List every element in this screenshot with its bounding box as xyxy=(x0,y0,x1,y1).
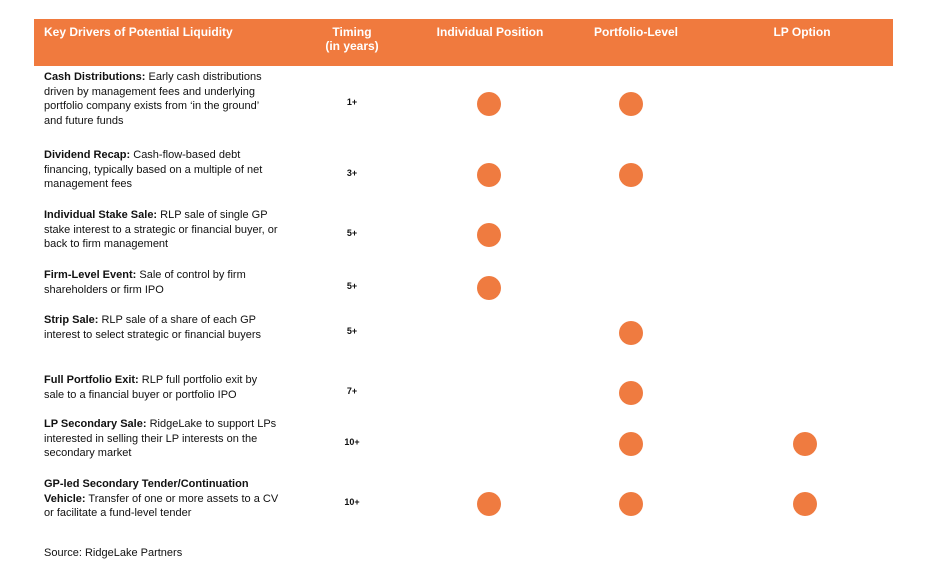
individual-indicator-dot xyxy=(477,162,501,187)
row-title: Firm-Level Event: xyxy=(44,269,137,281)
header-lp: LP Option xyxy=(773,25,831,39)
row-title: Strip Sale: xyxy=(44,314,99,326)
row-description: Individual Stake Sale: RLP sale of singl… xyxy=(44,208,279,252)
row-timing: 3+ xyxy=(346,167,358,178)
individual-indicator-dot xyxy=(477,222,501,247)
header-portfolio: Portfolio-Level xyxy=(593,25,679,39)
header-drivers: Key Drivers of Potential Liquidity xyxy=(44,25,233,39)
row-timing: 5+ xyxy=(346,227,358,238)
row-timing: 10+ xyxy=(344,496,360,507)
portfolio-indicator-dot xyxy=(619,92,643,116)
lp-indicator-dot xyxy=(793,491,817,516)
row-description: GP-led Secondary Tender/Continuation Veh… xyxy=(44,477,279,521)
row-description: Cash Distributions: Early cash distribut… xyxy=(44,70,279,128)
row-description: Full Portfolio Exit: RLP full portfolio … xyxy=(44,373,279,402)
row-text: Sale of control by firm shareholders or … xyxy=(44,269,246,296)
header-timing-line2: (in years) xyxy=(325,39,379,53)
header-timing-line1: Timing xyxy=(332,25,372,39)
row-title: LP Secondary Sale: xyxy=(44,418,147,430)
individual-indicator-dot xyxy=(477,92,501,116)
individual-indicator-dot xyxy=(477,491,501,516)
portfolio-indicator-dot xyxy=(619,491,643,516)
row-text: RidgeLake to support LPs interested in s… xyxy=(44,418,277,459)
row-description: LP Secondary Sale: RidgeLake to support … xyxy=(44,417,279,461)
row-timing: 5+ xyxy=(346,325,358,336)
table-header: Key Drivers of Potential Liquidity Timin… xyxy=(34,19,893,66)
row-timing: 7+ xyxy=(346,385,358,396)
row-title: Individual Stake Sale: xyxy=(44,209,158,221)
row-title: Cash Distributions: xyxy=(44,71,146,83)
source-note: Source: RidgeLake Partners xyxy=(44,547,183,559)
individual-indicator-dot xyxy=(477,275,501,300)
row-title: Dividend Recap: xyxy=(44,149,131,161)
portfolio-indicator-dot xyxy=(619,162,643,187)
row-text: Early cash distributions driven by manag… xyxy=(44,71,262,127)
header-individual: Individual Position xyxy=(436,25,544,39)
portfolio-indicator-dot xyxy=(619,431,643,456)
row-description: Firm-Level Event: Sale of control by fir… xyxy=(44,268,279,297)
row-timing: 5+ xyxy=(346,280,358,291)
portfolio-indicator-dot xyxy=(619,380,643,405)
portfolio-indicator-dot xyxy=(619,320,643,345)
row-text: RLP sale of a share of each GP interest … xyxy=(44,314,262,341)
row-title: Full Portfolio Exit: xyxy=(44,374,139,386)
row-timing: 10+ xyxy=(344,436,360,447)
row-description: Strip Sale: RLP sale of a share of each … xyxy=(44,313,279,342)
row-timing: 1+ xyxy=(346,97,358,107)
lp-indicator-dot xyxy=(793,431,817,456)
row-text: Transfer of one or more assets to a CV o… xyxy=(44,492,279,520)
row-text: RLP full portfolio exit by sale to a fin… xyxy=(44,374,258,401)
row-text: RLP sale of single GP stake interest to … xyxy=(44,209,278,250)
row-text: Cash-flow-based debt financing, typicall… xyxy=(44,149,263,190)
row-title: GP-led Secondary Tender/Continuation Veh… xyxy=(44,478,249,505)
row-description: Dividend Recap: Cash-flow-based debt fin… xyxy=(44,148,279,192)
header-timing: Timing (in years) xyxy=(325,25,378,53)
